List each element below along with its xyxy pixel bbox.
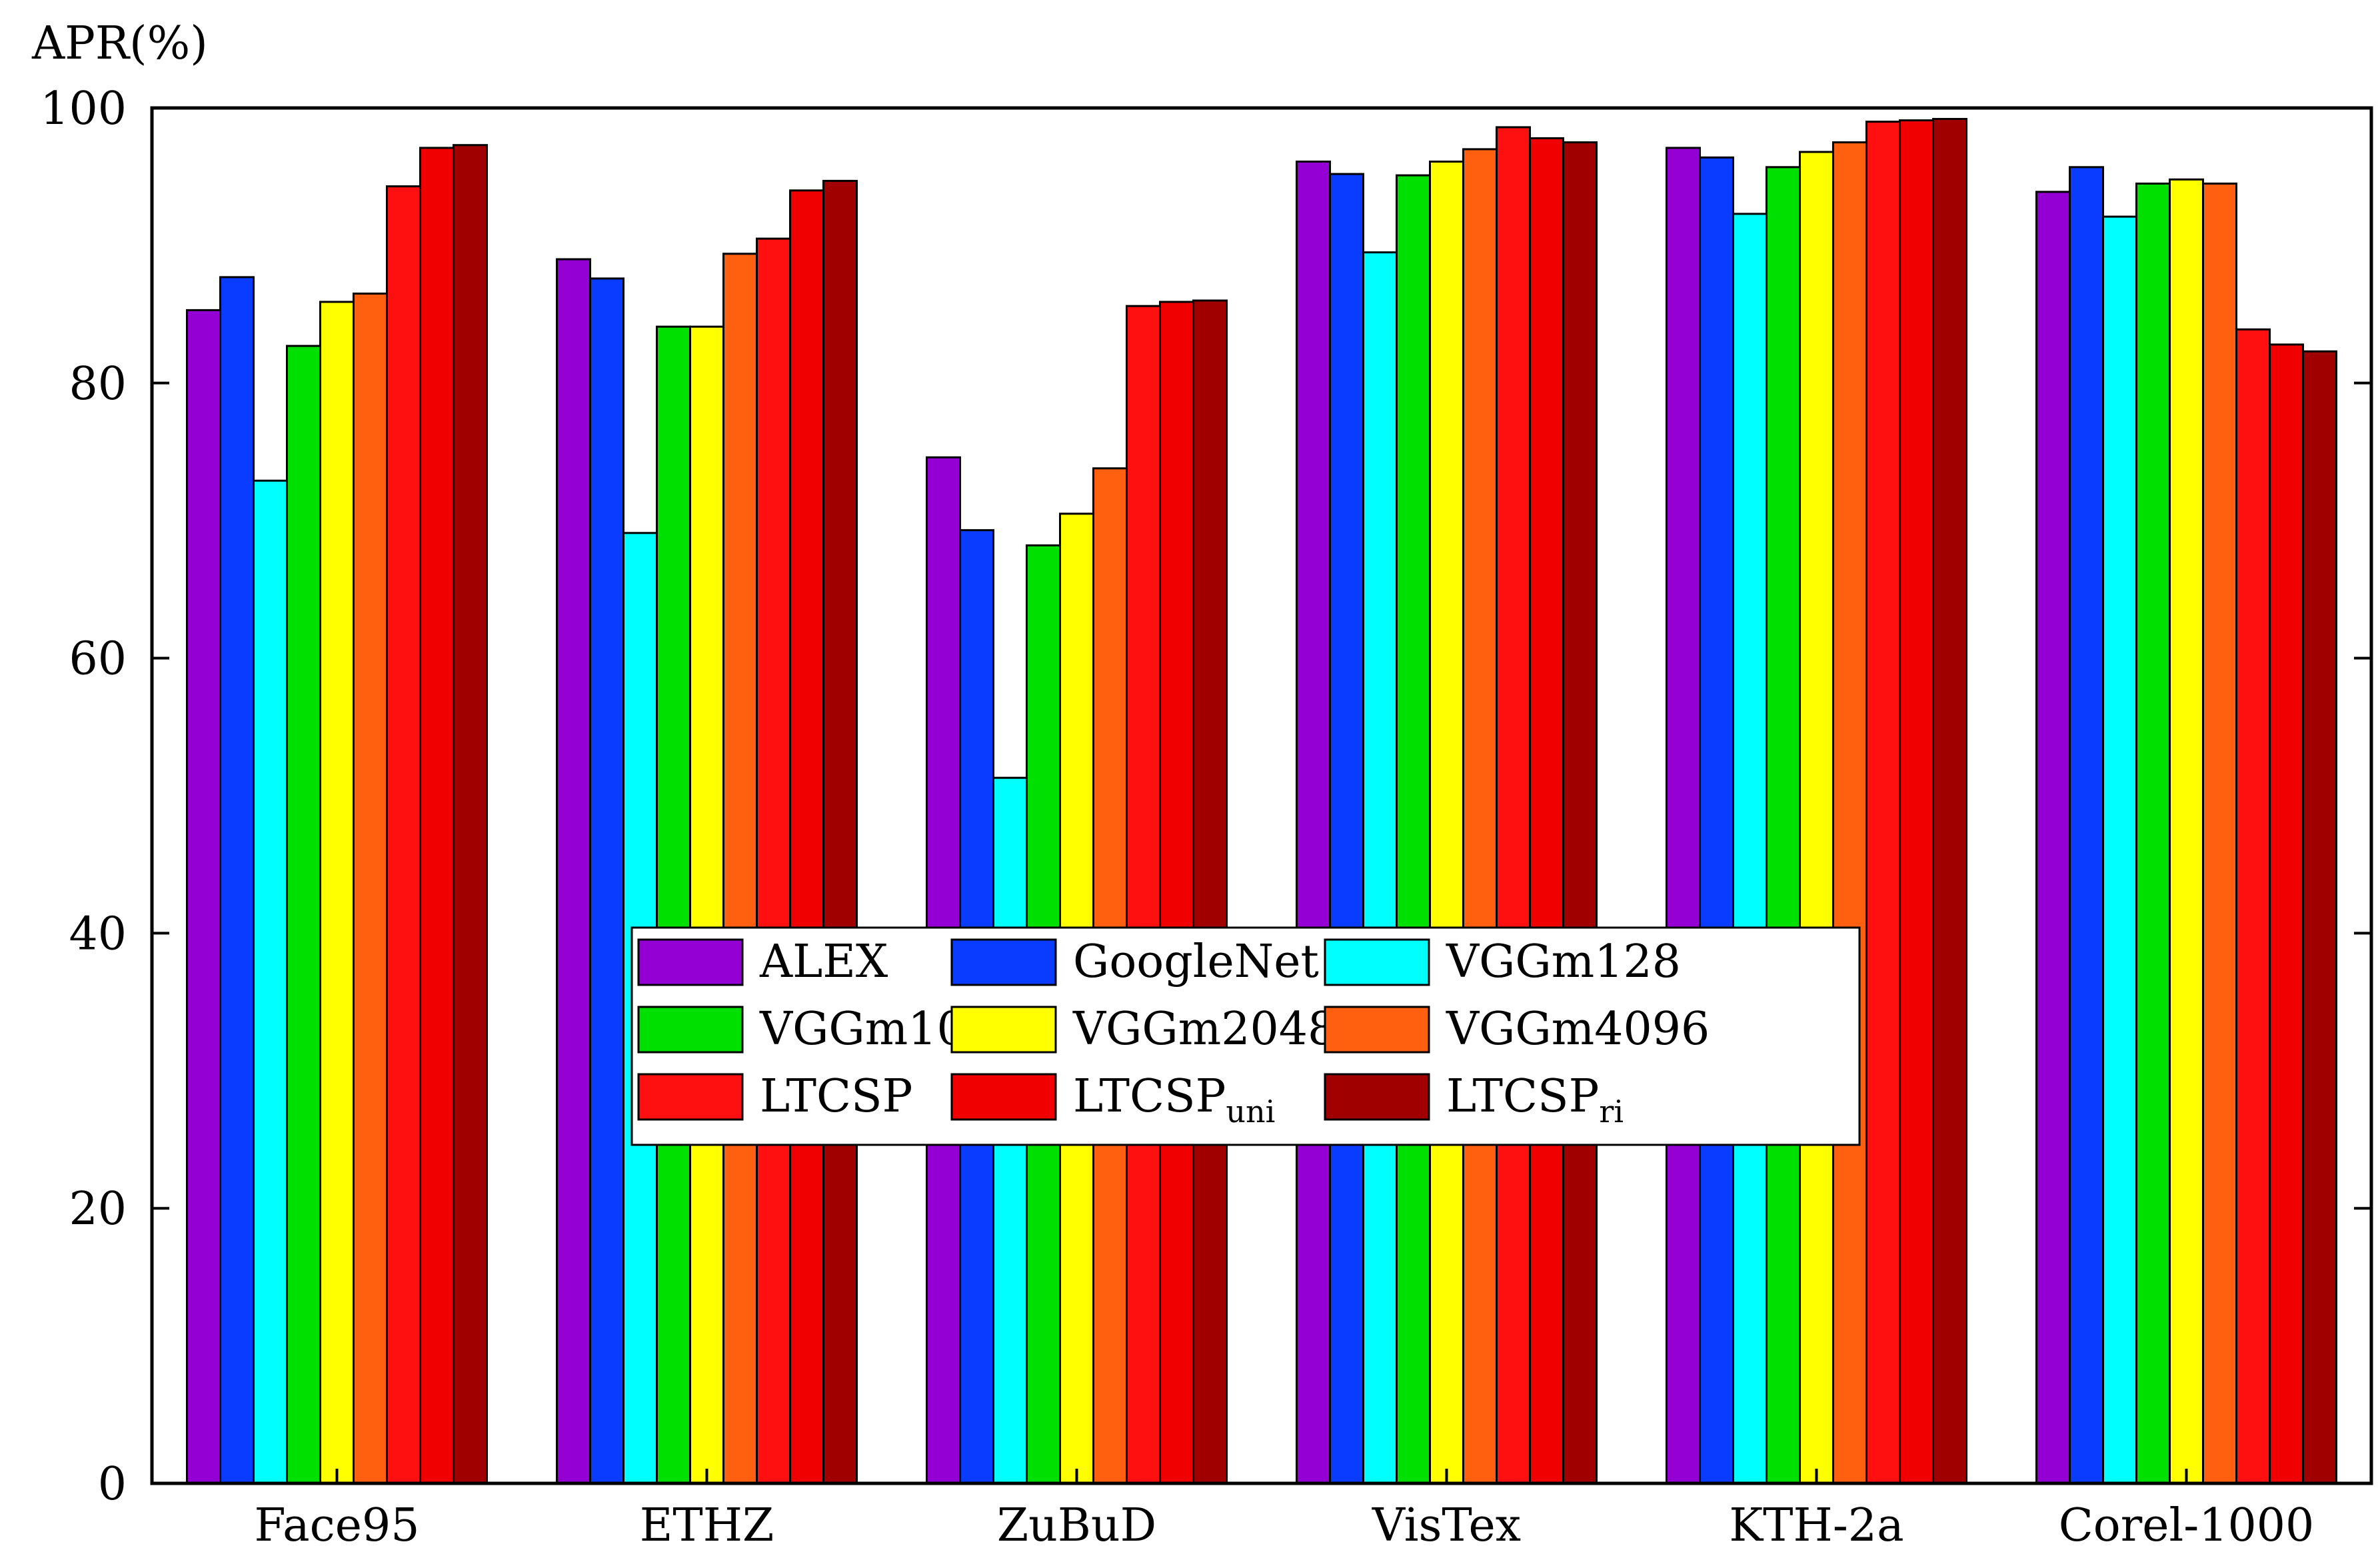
y-tick-label: 100 — [40, 83, 127, 135]
legend-swatch — [637, 938, 744, 986]
bar-alex-vistex — [1296, 161, 1331, 1485]
y-tick-label: 40 — [69, 908, 127, 960]
legend-label: GoogleNet — [1073, 936, 1319, 988]
bar-ltcsp-uni-vistex — [1529, 137, 1564, 1485]
bar-vggm2048-ethz — [689, 325, 724, 1485]
legend-swatch — [950, 938, 1057, 986]
plot-frame — [150, 106, 2373, 1485]
bar-ltcsp-uni-face95 — [419, 147, 455, 1485]
bar-vggm128-kth-2a — [1732, 213, 1768, 1485]
y-tick-label: 60 — [69, 633, 127, 686]
legend-label: VGGm4096 — [1446, 1003, 1710, 1056]
legend-label: VGGm2048 — [1072, 1003, 1336, 1056]
bar-vggm2048-corel-1000 — [2169, 178, 2204, 1485]
legend-swatch — [1324, 1006, 1430, 1054]
x-tick-label: KTH-2a — [1729, 1499, 1903, 1552]
bar-vggm4096-vistex — [1462, 148, 1498, 1485]
y-tick-label: 80 — [69, 358, 127, 410]
bar-alex-ethz — [556, 258, 591, 1485]
legend-swatch — [1324, 938, 1430, 986]
legend-swatch — [637, 1006, 744, 1054]
bar-ltcsp-uni-zubud — [1159, 301, 1194, 1485]
bar-vggm4096-kth-2a — [1832, 141, 1867, 1485]
bar-ltcsp-corel-1000 — [2235, 328, 2271, 1485]
bar-alex-kth-2a — [1666, 147, 1701, 1485]
legend-label: LTCSPri — [1446, 1070, 1624, 1130]
bar-alex-corel-1000 — [2035, 191, 2071, 1485]
bar-ltcsp-ethz — [756, 237, 791, 1485]
legend-swatch — [950, 1073, 1057, 1121]
bar-ltcsp-kth-2a — [1865, 121, 1901, 1485]
x-tick-label: Face95 — [255, 1499, 420, 1552]
bar-vggm2048-face95 — [319, 301, 355, 1485]
bar-ltcsp-uni-ethz — [789, 189, 824, 1485]
bar-alex-face95 — [186, 309, 221, 1485]
bar-vggm1024-ethz — [656, 325, 691, 1485]
bar-ltcsp-ri-corel-1000 — [2302, 350, 2337, 1485]
bar-vggm4096-corel-1000 — [2202, 183, 2237, 1485]
bar-vggm4096-ethz — [722, 253, 758, 1485]
bar-ltcsp-zubud — [1126, 305, 1161, 1485]
bar-vggm128-corel-1000 — [2102, 215, 2137, 1485]
bar-googlenet-vistex — [1329, 173, 1364, 1485]
x-tick-label: ZuBuD — [997, 1499, 1156, 1552]
bar-ltcsp-ri-face95 — [453, 144, 488, 1485]
bar-vggm4096-face95 — [353, 293, 388, 1485]
bar-ltcsp-ri-vistex — [1562, 141, 1598, 1485]
bar-vggm1024-kth-2a — [1766, 166, 1801, 1485]
bar-vggm1024-corel-1000 — [2135, 183, 2171, 1485]
bar-ltcsp-ri-kth-2a — [1932, 118, 1967, 1485]
bar-vggm2048-vistex — [1429, 161, 1464, 1485]
bar-googlenet-face95 — [219, 276, 255, 1485]
x-tick-label: ETHZ — [640, 1499, 774, 1552]
bar-vggm1024-face95 — [286, 345, 321, 1485]
bar-googlenet-kth-2a — [1699, 156, 1734, 1485]
legend-label: ALEX — [759, 936, 888, 988]
bar-ltcsp-face95 — [386, 185, 421, 1485]
legend-swatch — [950, 1006, 1057, 1054]
legend-swatch — [637, 1073, 744, 1121]
x-axis: Face95 ETHZ ZuBuD VisTex KTH-2a Corel-1000 — [255, 1469, 2315, 1552]
x-tick-label: Corel-1000 — [2059, 1499, 2315, 1552]
bar-googlenet-ethz — [589, 277, 624, 1485]
bar-ltcsp-vistex — [1496, 126, 1531, 1485]
legend-label: VGGm128 — [1446, 936, 1681, 988]
legend-box — [630, 926, 1861, 1146]
bar-vggm2048-kth-2a — [1799, 151, 1834, 1485]
y-tick-label: 20 — [69, 1183, 127, 1235]
x-tick-label: VisTex — [1372, 1499, 1521, 1552]
bars-layer — [186, 118, 2337, 1485]
bar-vggm128-vistex — [1362, 251, 1398, 1485]
bar-ltcsp-uni-kth-2a — [1899, 119, 1934, 1485]
legend-swatch — [1324, 1073, 1430, 1121]
y-tick-label: 0 — [98, 1458, 127, 1511]
bar-vggm1024-vistex — [1396, 174, 1431, 1485]
bar-googlenet-corel-1000 — [2069, 166, 2104, 1485]
legend-label: LTCSP — [760, 1070, 912, 1123]
bar-ltcsp-uni-corel-1000 — [2269, 343, 2304, 1485]
bar-ltcsp-ri-ethz — [822, 179, 858, 1485]
bar-vggm128-face95 — [253, 479, 288, 1485]
y-axis-title: APR(%) — [31, 17, 208, 70]
bar-ltcsp-ri-zubud — [1192, 299, 1228, 1485]
y-axis: 0 20 40 60 80 100 — [40, 83, 2371, 1511]
